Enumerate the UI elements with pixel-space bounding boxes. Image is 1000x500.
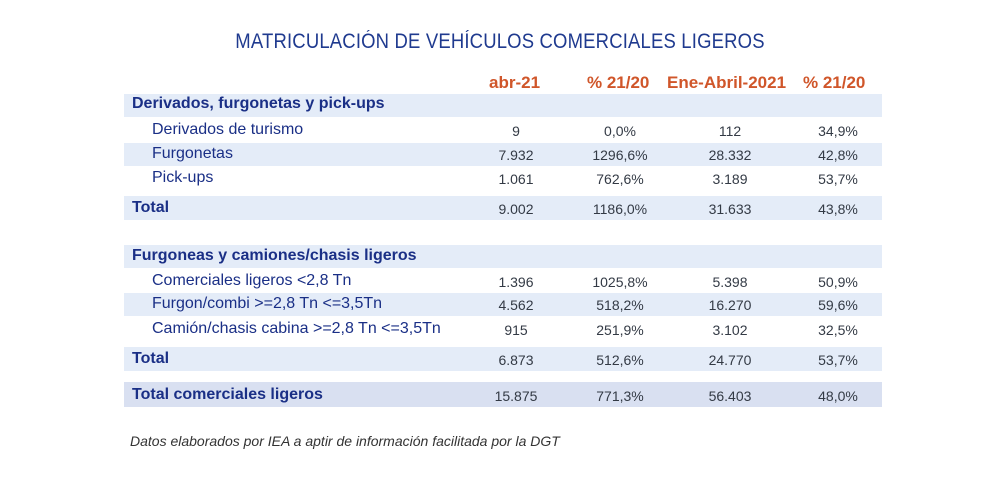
cell-value: 7.932 <box>498 147 534 163</box>
cell-value: 915 <box>504 322 528 338</box>
cell-value: 59,6% <box>818 297 858 313</box>
cell-value: 34,9% <box>818 123 858 139</box>
cell-value: 771,3% <box>596 388 644 404</box>
cell-value: 1.061 <box>498 171 534 187</box>
row-label: Comerciales ligeros <2,8 Tn <box>152 272 352 289</box>
row-band-furgonetas <box>124 143 882 166</box>
cell-value: 16.270 <box>708 297 752 313</box>
grand-total-band <box>124 382 882 407</box>
cell-value: 50,9% <box>818 274 858 290</box>
row-label: Furgon/combi >=2,8 Tn <=3,5Tn <box>152 295 383 312</box>
cell-value: 9.002 <box>498 201 534 217</box>
cell-value: 512,6% <box>596 352 644 368</box>
cell-value: 112 <box>718 123 742 139</box>
header-ene-abril-2021: Ene-Abril-2021 <box>667 73 787 92</box>
cell-value: 31.633 <box>708 201 752 217</box>
row-label: Furgonetas <box>152 145 233 162</box>
cell-value: 15.875 <box>494 388 538 404</box>
source-note: Datos elaborados por IEA a aptir de info… <box>130 433 560 449</box>
cell-value: 53,7% <box>818 352 858 368</box>
section1-title: Derivados, furgonetas y pick-ups <box>132 95 385 112</box>
row-label: Derivados de turismo <box>152 121 304 138</box>
section2-header-band <box>124 245 882 268</box>
section1-total-label: Total <box>132 199 170 216</box>
cell-value: 9 <box>512 123 520 139</box>
section2-total-band <box>124 347 882 371</box>
cell-value: 32,5% <box>818 322 858 338</box>
row-band-furgon-combi <box>124 293 882 316</box>
section2-title: Furgoneas y camiones/chasis ligeros <box>132 247 417 264</box>
cell-value: 0,0% <box>604 123 636 139</box>
cell-value: 48,0% <box>818 388 858 404</box>
section1-header-band <box>124 94 882 117</box>
cell-value: 4.562 <box>498 297 534 313</box>
cell-value: 762,6% <box>596 171 644 187</box>
cell-value: 3.102 <box>712 322 748 338</box>
cell-value: 1186,0% <box>592 201 648 217</box>
table-title: MATRICULACIÓN DE VEHÍCULOS COMERCIALES L… <box>235 30 765 53</box>
cell-value: 1296,6% <box>592 147 648 163</box>
section2-total-label: Total <box>132 350 170 367</box>
cell-value: 5.398 <box>712 274 748 290</box>
cell-value: 1025,8% <box>592 274 648 290</box>
header-abr-21: abr-21 <box>489 73 541 92</box>
cell-value: 43,8% <box>818 201 858 217</box>
cell-value: 518,2% <box>596 297 644 313</box>
cell-value: 28.332 <box>708 147 752 163</box>
cell-value: 56.403 <box>708 388 752 404</box>
cell-value: 24.770 <box>708 352 752 368</box>
cell-value: 42,8% <box>818 147 858 163</box>
section1-total-band <box>124 196 882 220</box>
row-label: Camión/chasis cabina >=2,8 Tn <=3,5Tn <box>152 320 441 337</box>
cell-value: 1.396 <box>498 274 534 290</box>
cell-value: 251,9% <box>596 322 644 338</box>
grand-total-label: Total comerciales ligeros <box>132 386 323 403</box>
header-pct-month: % 21/20 <box>587 73 650 92</box>
header-pct-ytd: % 21/20 <box>803 73 866 92</box>
row-label: Pick-ups <box>152 169 214 186</box>
cell-value: 3.189 <box>712 171 748 187</box>
cell-value: 6.873 <box>498 352 534 368</box>
cell-value: 53,7% <box>818 171 858 187</box>
